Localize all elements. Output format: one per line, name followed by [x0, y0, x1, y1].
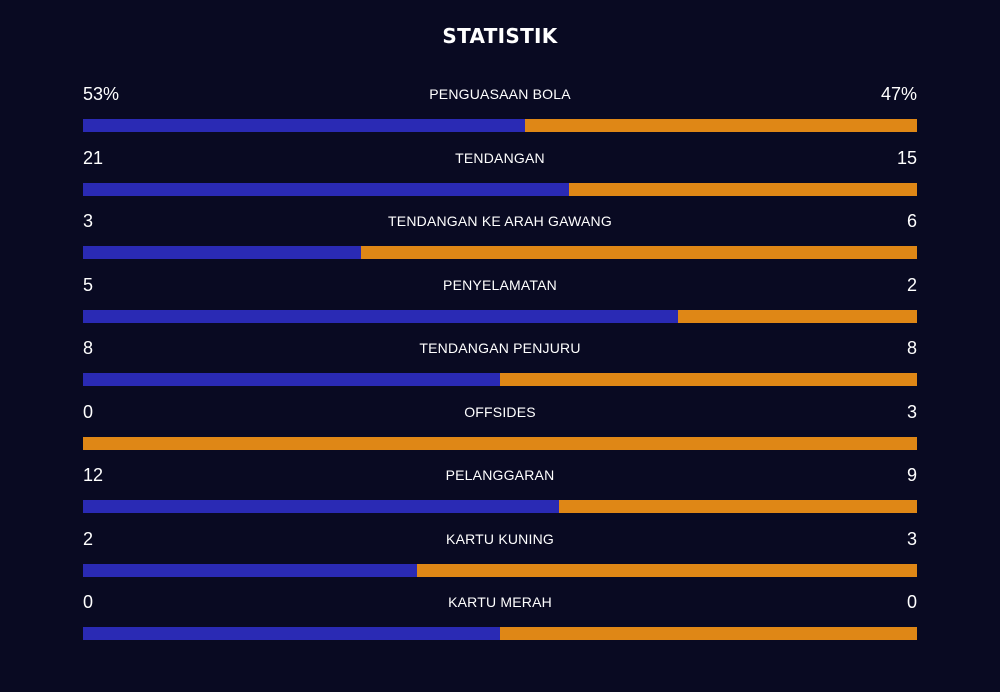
comparison-bar	[83, 373, 917, 386]
stat-row-shots: 21 TENDANGAN 15	[83, 144, 917, 208]
away-bar	[500, 627, 917, 640]
home-bar	[83, 246, 361, 259]
home-value: 8	[83, 338, 94, 358]
away-value: 2	[906, 274, 917, 295]
stat-label: TENDANGAN KE ARAH GAWANG	[388, 213, 612, 229]
stat-label: PENGUASAAN BOLA	[429, 86, 571, 102]
away-bar	[416, 563, 917, 577]
home-value: 5	[83, 274, 94, 295]
home-value: 12	[83, 465, 104, 485]
away-bar	[360, 246, 917, 259]
comparison-bar	[83, 246, 917, 259]
stat-header: 12 PELANGGARAN 9	[83, 461, 917, 487]
home-bar	[83, 563, 417, 577]
home-value: 2	[83, 528, 94, 549]
stat-label: TENDANGAN	[455, 149, 545, 166]
comparison-bar	[83, 309, 917, 323]
home-value: 3	[83, 211, 94, 231]
stats-list: 53% PENGUASAAN BOLA 47% 21 TENDANGAN 15 …	[83, 80, 917, 652]
away-bar	[83, 436, 917, 450]
comparison-bar	[83, 563, 917, 577]
stat-row-offsides: 0 OFFSIDES 3	[83, 398, 917, 462]
away-value: 0	[906, 592, 917, 612]
away-value: 6	[906, 211, 917, 231]
stat-header: 0 KARTU MERAH 0	[83, 588, 917, 614]
stat-label: KARTU KUNING	[446, 530, 554, 547]
away-value: 47%	[880, 84, 917, 104]
stat-header: 0 OFFSIDES 3	[83, 398, 917, 424]
away-value: 9	[906, 465, 917, 485]
comparison-bar	[83, 182, 917, 196]
stat-header: 3 TENDANGAN KE ARAH GAWANG 6	[83, 207, 917, 233]
comparison-bar	[83, 627, 917, 640]
comparison-bar	[83, 119, 917, 132]
home-bar	[83, 500, 560, 513]
home-bar	[83, 119, 526, 132]
stat-row-shots-on-target: 3 TENDANGAN KE ARAH GAWANG 6	[83, 207, 917, 271]
stat-row-yellow-cards: 2 KARTU KUNING 3	[83, 525, 917, 589]
away-bar	[678, 309, 917, 323]
page-title: STATISTIK	[442, 24, 558, 48]
home-value: 53%	[83, 84, 120, 104]
stat-row-possession: 53% PENGUASAAN BOLA 47%	[83, 80, 917, 144]
away-bar	[569, 182, 917, 196]
home-bar	[83, 373, 500, 386]
stat-row-saves: 5 PENYELAMATAN 2	[83, 271, 917, 335]
stat-label: KARTU MERAH	[448, 594, 552, 610]
away-bar	[500, 373, 917, 386]
stat-header: 2 KARTU KUNING 3	[83, 525, 917, 551]
stat-label: OFFSIDES	[464, 403, 536, 420]
stat-label: PENYELAMATAN	[443, 276, 557, 293]
away-value: 8	[906, 338, 917, 358]
comparison-bar	[83, 436, 917, 450]
home-bar	[83, 182, 570, 196]
away-bar	[525, 119, 917, 132]
home-value: 0	[83, 401, 94, 422]
away-value: 3	[906, 401, 917, 422]
home-value: 21	[83, 147, 104, 168]
stat-label: TENDANGAN PENJURU	[419, 340, 581, 356]
home-bar	[83, 627, 500, 640]
away-value: 3	[906, 528, 917, 549]
stat-header: 5 PENYELAMATAN 2	[83, 271, 917, 297]
stat-row-red-cards: 0 KARTU MERAH 0	[83, 588, 917, 652]
stat-label: PELANGGARAN	[445, 467, 555, 483]
away-value: 15	[896, 147, 917, 168]
away-bar	[559, 500, 917, 513]
stat-header: 8 TENDANGAN PENJURU 8	[83, 334, 917, 360]
stat-row-fouls: 12 PELANGGARAN 9	[83, 461, 917, 525]
home-value: 0	[83, 592, 94, 612]
stat-row-corners: 8 TENDANGAN PENJURU 8	[83, 334, 917, 398]
stat-header: 21 TENDANGAN 15	[83, 144, 917, 170]
home-bar	[83, 309, 679, 323]
comparison-bar	[83, 500, 917, 513]
stat-header: 53% PENGUASAAN BOLA 47%	[83, 80, 917, 106]
